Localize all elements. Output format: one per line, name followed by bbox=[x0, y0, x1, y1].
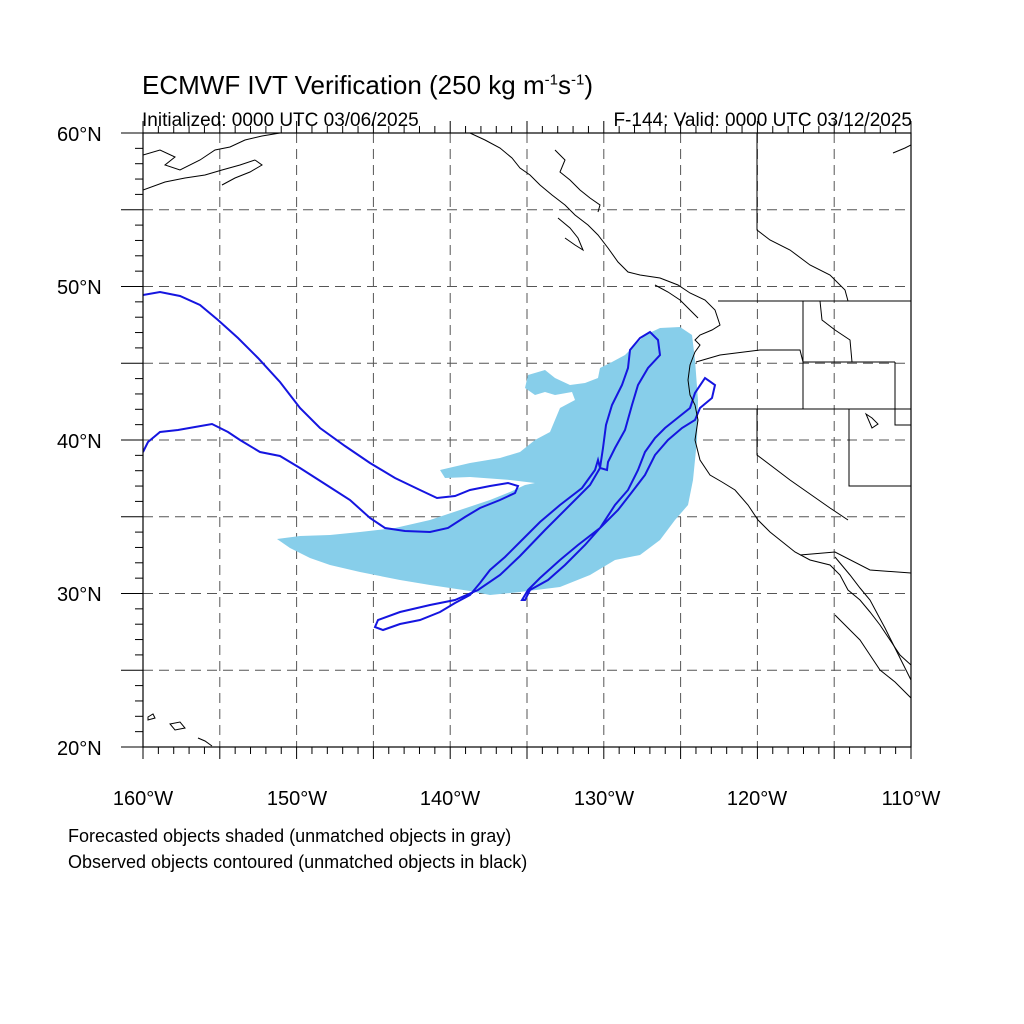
lon-label-150w: 150°W bbox=[267, 788, 327, 810]
observed-note: Observed objects contoured (unmatched ob… bbox=[68, 852, 528, 872]
lon-label-110w: 110°W bbox=[882, 788, 941, 810]
lat-label-20: 20°N bbox=[57, 738, 102, 760]
lat-label-50: 50°N bbox=[57, 277, 102, 299]
coastlines bbox=[143, 133, 911, 747]
political-borders bbox=[695, 133, 911, 574]
lat-label-30: 30°N bbox=[57, 584, 102, 606]
observed-object-south bbox=[520, 376, 717, 601]
lon-label-130w: 130°W bbox=[574, 788, 634, 810]
lon-label-160w: 160°W bbox=[113, 788, 173, 810]
lat-label-60: 60°N bbox=[57, 124, 102, 146]
observed-object-central bbox=[373, 330, 662, 632]
lon-label-120w: 120°W bbox=[727, 788, 787, 810]
forecast-ivt-object bbox=[277, 327, 698, 595]
axis-ticks bbox=[121, 121, 912, 759]
map-grid bbox=[143, 133, 911, 747]
chart-title: ECMWF IVT Verification (250 kg m-1s-1) bbox=[142, 70, 593, 100]
map-frame bbox=[142, 132, 912, 748]
observed-object-north bbox=[143, 290, 520, 534]
lat-label-40: 40°N bbox=[57, 431, 102, 453]
lon-label-140w: 140°W bbox=[420, 788, 480, 810]
valid-time: F-144: Valid: 0000 UTC 03/12/2025 bbox=[613, 110, 912, 131]
forecast-note: Forecasted objects shaded (unmatched obj… bbox=[68, 826, 512, 846]
initialized-time: Initialized: 0000 UTC 03/06/2025 bbox=[142, 110, 419, 131]
